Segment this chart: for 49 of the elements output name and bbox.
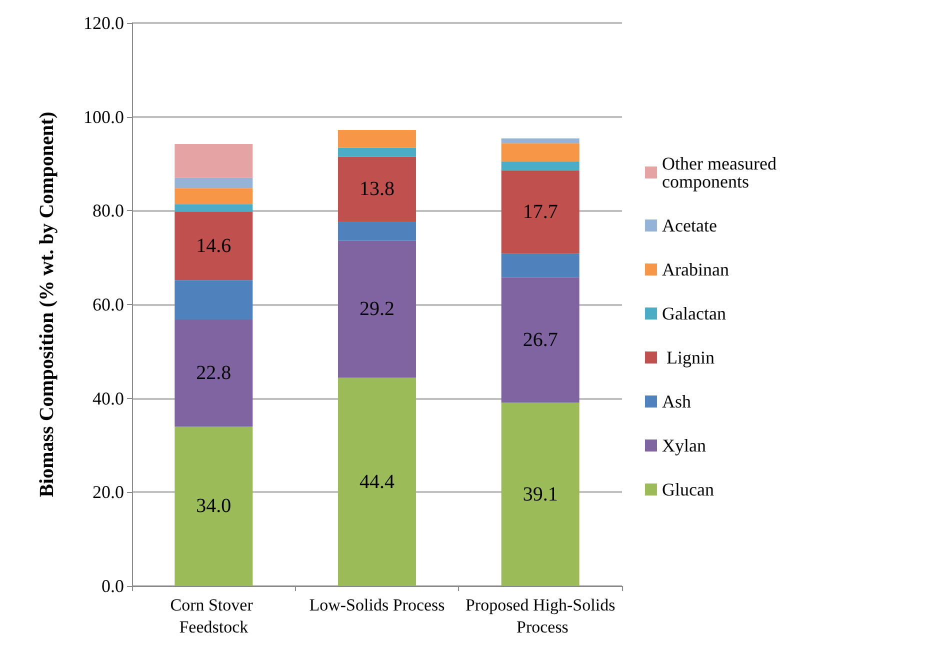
legend-label: Ash [662, 392, 692, 412]
y-tick-label: 120.0 [84, 13, 124, 33]
bar [174, 204, 253, 212]
data-label: 22.8 [196, 362, 232, 384]
bar [501, 253, 580, 278]
bar [174, 144, 253, 178]
bar [501, 143, 580, 162]
data-label: 17.7 [522, 200, 558, 223]
bar [174, 188, 253, 204]
bar [501, 277, 580, 403]
y-axis-title: Biomass Composition (% wt. by Component) [36, 112, 58, 498]
data-label: 29.2 [360, 298, 394, 320]
bar [338, 378, 416, 586]
bar [338, 156, 416, 222]
bar [338, 148, 416, 157]
data-label: 26.7 [522, 328, 558, 351]
bar [174, 320, 253, 426]
y-tick-label: 20.0 [92, 482, 124, 502]
legend-label: Lignin [662, 348, 714, 368]
bar [338, 130, 416, 148]
legend-label: Other measured components [662, 154, 781, 192]
data-label: 44.4 [360, 470, 394, 493]
bar [338, 240, 416, 378]
bar [501, 402, 580, 586]
bar [174, 426, 253, 586]
bar [174, 178, 253, 188]
y-tick-label: 100.0 [84, 106, 124, 127]
data-label: 39.1 [522, 483, 558, 506]
data-label: 34.0 [196, 495, 232, 518]
x-tick-label: Corn Stover Feedstock [170, 596, 258, 636]
bar [338, 221, 416, 241]
x-tick-label: Low-Solids Process [309, 596, 445, 614]
bar [174, 280, 253, 320]
y-tick-label: 40.0 [92, 388, 124, 408]
legend-label: Glucan [662, 480, 714, 500]
legend-label: Acetate [662, 216, 717, 236]
legend-label: Galactan [662, 304, 726, 324]
data-label: 13.8 [360, 178, 394, 200]
x-tick-label: Proposed High-Solids Process [465, 596, 616, 636]
bar [501, 138, 580, 144]
bar [174, 212, 253, 280]
bar [501, 161, 580, 170]
y-tick-label: 60.0 [92, 294, 124, 314]
legend-label: Xylan [662, 436, 706, 456]
data-label: 14.6 [196, 234, 232, 257]
y-tick-label: 80.0 [92, 200, 124, 221]
bar [501, 170, 580, 254]
legend-label: Arabinan [662, 260, 729, 280]
y-tick-label: 0.0 [102, 576, 124, 596]
